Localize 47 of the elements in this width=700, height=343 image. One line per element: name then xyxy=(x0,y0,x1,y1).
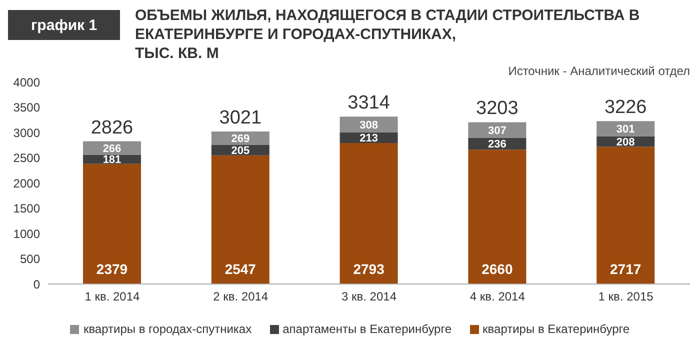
text: Источник - Аналитический отдел xyxy=(508,64,690,78)
data-label: 307 xyxy=(488,124,506,137)
x-tick-label: 1 кв. 2015 xyxy=(598,290,654,304)
x-tick-label: 1 кв. 2014 xyxy=(84,290,140,304)
data-label: 205 xyxy=(231,145,250,158)
bar xyxy=(468,150,526,284)
legend-label: квартиры в городах-спутниках xyxy=(82,322,252,336)
data-label: 2379 xyxy=(96,261,128,277)
y-tick-label: 1000 xyxy=(13,226,40,241)
x-tick-label: 4 кв. 2014 xyxy=(470,290,526,304)
bar xyxy=(468,122,526,138)
total-label: 3203 xyxy=(476,98,518,120)
data-label: 2547 xyxy=(224,261,256,277)
legend-label: апартаменты в Екатеринбурге xyxy=(282,322,452,336)
total-label: 3226 xyxy=(604,97,647,118)
data-label: 269 xyxy=(231,133,250,146)
data-label: 2793 xyxy=(353,261,385,277)
data-label: 2717 xyxy=(610,261,642,277)
data-label: 181 xyxy=(102,154,122,166)
total-label: 2826 xyxy=(90,117,134,138)
data-label: 301 xyxy=(616,124,635,136)
data-label: 213 xyxy=(360,132,378,144)
bar xyxy=(211,155,270,284)
y-tick-label: 4000 xyxy=(13,75,40,90)
y-tick-label: 3000 xyxy=(13,126,40,140)
y-tick-label: 500 xyxy=(20,252,40,266)
x-tick-label: 3 кв. 2014 xyxy=(342,290,397,304)
total-label: 3314 xyxy=(348,92,390,114)
x-tick-label: 2 кв. 2014 xyxy=(213,290,268,304)
y-tick-label: 1500 xyxy=(13,202,40,216)
bar xyxy=(596,146,655,284)
data-label: 266 xyxy=(102,142,122,155)
y-tick-label: 2000 xyxy=(13,176,40,190)
data-label: 236 xyxy=(488,138,506,151)
text: график 1 xyxy=(8,10,120,40)
y-tick-label: 3500 xyxy=(13,100,40,115)
legend-label: квартиры в Екатеринбурге xyxy=(482,322,630,336)
bar xyxy=(596,121,655,136)
total-label: 3021 xyxy=(219,107,262,128)
y-tick-label: 2500 xyxy=(13,151,40,166)
data-label: 208 xyxy=(616,136,635,148)
bar xyxy=(340,142,398,284)
chart-title: ОБЪЕМЫ ЖИЛЬЯ, НАХОДЯЩЕГОСЯ В СТАДИИ СТРОИТЕЛЬСТВА В ЕКАТЕРИНБУРГЕ И ГОРОДАХ-СПУТНИКАХ, ТЫС. КВ. М xyxy=(135,6,641,63)
data-label: 308 xyxy=(360,119,378,132)
data-label: 2660 xyxy=(482,261,513,277)
bar xyxy=(83,164,141,284)
y-tick-label: 0 xyxy=(33,277,40,292)
